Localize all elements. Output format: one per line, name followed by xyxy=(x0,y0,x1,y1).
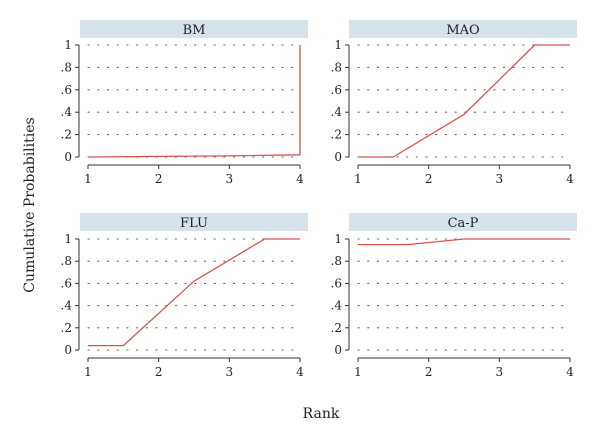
y-tick-label: 1 xyxy=(64,232,72,246)
y-tick-label: .6 xyxy=(331,276,342,290)
y-tick-label: .4 xyxy=(331,105,343,119)
x-tick-label: 2 xyxy=(425,365,433,379)
panel-header xyxy=(80,213,308,231)
y-tick-label: .2 xyxy=(331,321,342,335)
y-tick-label: .2 xyxy=(331,128,342,142)
y-tick-label: 1 xyxy=(334,232,342,246)
y-tick-label: .6 xyxy=(61,276,72,290)
x-tick-label: 4 xyxy=(296,365,304,379)
panel-mao: MAO 0 .2 .4 .6 .8 1 1 2 3 4 xyxy=(331,20,577,186)
y-tick-label: .4 xyxy=(61,299,73,313)
series-line xyxy=(88,238,300,347)
x-tick-label: 2 xyxy=(155,365,163,379)
y-tick-label: 0 xyxy=(64,150,72,164)
panel-header xyxy=(349,213,577,231)
panel-title: Ca-P xyxy=(448,216,479,231)
x-tick-label: 2 xyxy=(155,172,163,186)
y-tick-label: 0 xyxy=(334,343,342,357)
x-tick-label: 3 xyxy=(226,365,234,379)
y-tick-label: .4 xyxy=(61,105,73,119)
x-tick-label: 3 xyxy=(496,172,504,186)
y-tick-label: 1 xyxy=(64,38,72,52)
x-tick-label: 1 xyxy=(84,365,92,379)
x-tick-label: 1 xyxy=(354,172,362,186)
x-axis-label: Rank xyxy=(303,406,340,422)
y-tick-label: .6 xyxy=(331,83,342,97)
y-tick-label: .8 xyxy=(331,254,342,268)
panel-title: FLU xyxy=(180,216,208,231)
panel-bm: BM 0 .2 .4 .6 .8 1 1 2 3 4 xyxy=(61,20,308,186)
series-line xyxy=(358,44,570,158)
y-tick-label: .8 xyxy=(331,60,342,74)
x-tick-label: 4 xyxy=(296,172,304,186)
y-tick-label: 0 xyxy=(334,150,342,164)
panels: BM 0 .2 .4 .6 .8 1 1 2 3 4 MAO 0 .2 .4 .6 .8 1 1 2 3 4 FLU 0 .2.… xyxy=(61,20,577,379)
panel-flu: FLU 0 .2 .4 .6 .8 1 1 2 3 4 xyxy=(61,213,308,379)
x-tick-label: 2 xyxy=(425,172,433,186)
y-tick-label: .2 xyxy=(61,128,72,142)
x-tick-label: 1 xyxy=(354,365,362,379)
series-line xyxy=(87,45,301,158)
y-tick-label: .8 xyxy=(61,60,72,74)
panel-header xyxy=(349,20,577,38)
series-line xyxy=(358,238,570,246)
y-tick-label: 1 xyxy=(334,38,342,52)
panel-header xyxy=(80,20,308,38)
panel-title: BM xyxy=(183,23,206,38)
y-tick-label: .8 xyxy=(61,254,72,268)
x-tick-label: 4 xyxy=(566,365,574,379)
y-tick-label: 0 xyxy=(64,343,72,357)
y-tick-label: .4 xyxy=(331,299,343,313)
panel-title: MAO xyxy=(446,23,479,38)
x-tick-label: 3 xyxy=(496,365,504,379)
x-tick-label: 3 xyxy=(226,172,234,186)
panel-ca-p: Ca-P 0 .2 .4 .6 .8 1 1 2 3 4 xyxy=(331,213,577,379)
y-axis-label: Cumulative Probabilities xyxy=(22,117,38,292)
x-tick-label: 1 xyxy=(84,172,92,186)
y-tick-label: .2 xyxy=(61,321,72,335)
x-tick-label: 4 xyxy=(566,172,574,186)
y-tick-label: .6 xyxy=(61,83,72,97)
